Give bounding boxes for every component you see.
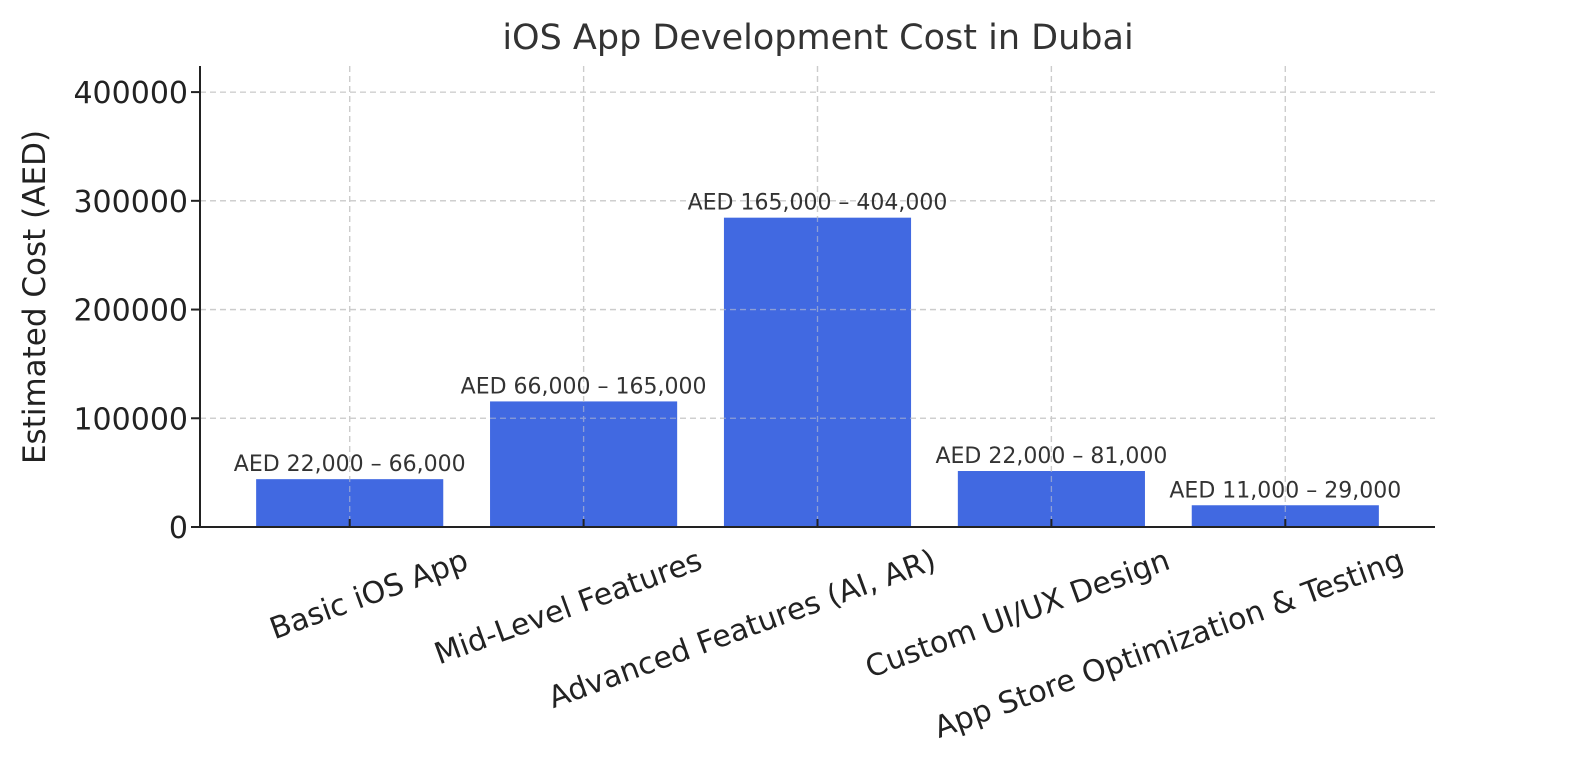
x-tick-label: Advanced Features (AI, AR): [544, 543, 941, 716]
bar-data-label: AED 66,000 – 165,000: [461, 374, 707, 399]
y-axis-label: Estimated Cost (AED): [17, 130, 53, 464]
bar-data-label: AED 11,000 – 29,000: [1169, 478, 1401, 503]
y-tick-label: 300000: [73, 185, 188, 220]
y-tick-label: 200000: [73, 294, 188, 329]
bar-data-label: AED 165,000 – 404,000: [688, 191, 948, 216]
chart-title: iOS App Development Cost in Dubai: [502, 18, 1133, 58]
y-tick-label: 100000: [73, 402, 188, 437]
bar-data-label: AED 22,000 – 81,000: [935, 444, 1167, 469]
grid-overlay: [200, 66, 1435, 527]
y-tick-label: 0: [169, 511, 188, 546]
x-tick-label: Basic iOS App: [265, 543, 473, 647]
bar-data-label: AED 22,000 – 66,000: [234, 452, 466, 477]
bars-layer: [200, 66, 1435, 528]
y-tick-label: 400000: [73, 76, 188, 111]
labels-layer: AED 22,000 – 66,000 AED 66,000 – 165,000 A…: [234, 191, 1401, 504]
